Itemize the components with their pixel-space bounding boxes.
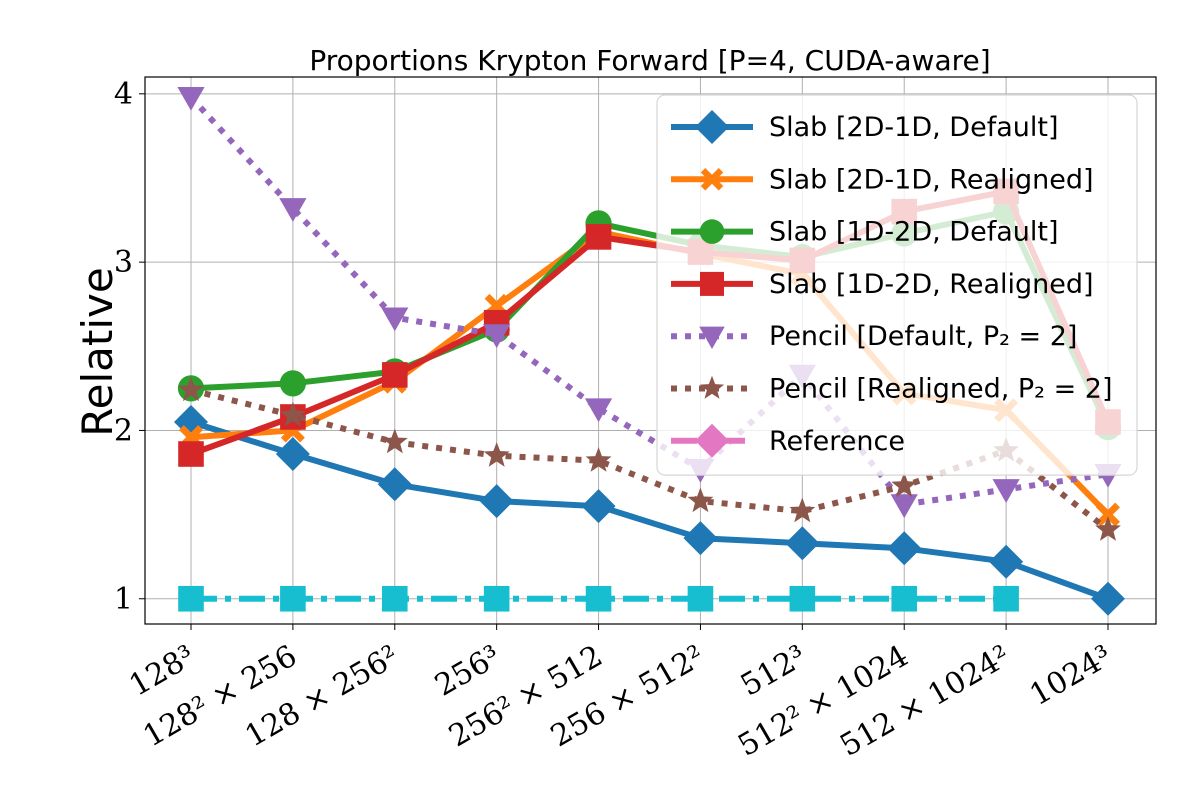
legend-label: Pencil [Default, P₂ = 2] (769, 321, 1077, 352)
data-point-triangle (483, 324, 511, 349)
data-point-diamond (581, 489, 616, 524)
legend-item: Pencil [Realigned, P₂ = 2] (671, 374, 1113, 405)
legend-item: Slab [2D-1D, Realigned] (671, 164, 1094, 195)
series-line (188, 95, 1109, 508)
y-tick-label: 4 (114, 77, 133, 112)
data-point-square (178, 441, 204, 467)
data-point-star (381, 428, 408, 454)
series-line (190, 419, 1110, 602)
data-point-diamond (785, 526, 820, 561)
data-point-triangle (699, 326, 725, 349)
legend-label: Slab [1D-2D, Realigned] (769, 269, 1094, 300)
data-point-diamond (989, 544, 1024, 579)
data-point-x (700, 168, 724, 191)
data-point-square (891, 585, 918, 612)
data-point-diamond (1091, 581, 1125, 616)
legend-label: Slab [2D-1D, Default] (769, 112, 1058, 143)
data-point-star (585, 447, 612, 472)
data-point-star (789, 497, 816, 523)
data-point-star (483, 442, 510, 467)
data-point-triangle (279, 198, 307, 222)
y-axis-label: Relative (73, 267, 122, 436)
data-point-star (178, 376, 204, 402)
legend-item: Slab [1D-2D, Realigned] (671, 269, 1094, 300)
data-point-star (687, 487, 714, 513)
legend-label: Slab [1D-2D, Default] (769, 217, 1058, 248)
y-tick-label: 3 (114, 245, 133, 280)
data-point-square (178, 585, 204, 612)
y-tick-label: 2 (114, 413, 133, 448)
data-point-square (381, 585, 408, 612)
legend-label: Slab [2D-1D, Realigned] (769, 164, 1094, 195)
legend-item: Slab [1D-2D, Default] (671, 217, 1058, 248)
plot-frame (144, 76, 1157, 625)
data-point-star (280, 401, 306, 427)
series-pencil-default-p-2 (177, 86, 1122, 519)
data-point-square (585, 585, 612, 612)
y-tick-label: 1 (114, 582, 133, 617)
data-point-square (993, 585, 1019, 612)
data-point-star (699, 375, 725, 399)
data-point-diamond (275, 437, 310, 472)
legend-label: Pencil [Realigned, P₂ = 2] (769, 374, 1113, 405)
data-point-triangle (890, 494, 918, 519)
data-point-square (789, 585, 816, 612)
data-point-triangle (177, 86, 205, 111)
data-point-diamond (377, 467, 412, 502)
series-slab-2d-1d-default (174, 405, 1125, 616)
legend-item: Slab [2D-1D, Default] (671, 110, 1058, 144)
data-point-triangle (584, 398, 613, 423)
data-point-triangle (381, 307, 409, 332)
legend: Slab [2D-1D, Default] Slab [2D-1D, Realig… (656, 94, 1138, 476)
data-point-diamond (695, 110, 729, 144)
legend-item: Pencil [Default, P₂ = 2] (671, 321, 1077, 352)
data-point-diamond (695, 423, 729, 458)
data-point-star (1095, 516, 1121, 541)
data-point-diamond (479, 484, 514, 519)
data-point-square (687, 585, 714, 612)
data-point-triangle (992, 479, 1020, 503)
legend-label: Reference (769, 426, 905, 457)
data-point-diamond (683, 521, 718, 556)
series-baseline (178, 585, 1019, 612)
data-point-square (381, 362, 408, 388)
chart-title: Proportions Krypton Forward [P=4, CUDA-a… (309, 44, 990, 77)
legend-item: Reference (671, 423, 905, 458)
data-point-square (585, 224, 612, 250)
data-point-square (700, 271, 724, 296)
data-point-diamond (887, 531, 922, 566)
data-point-circle (279, 370, 307, 397)
data-point-star (891, 472, 918, 497)
legend-box (656, 94, 1138, 476)
data-point-square (483, 585, 510, 612)
data-point-circle (699, 219, 725, 244)
data-point-square (280, 585, 306, 612)
data-point-x (1096, 502, 1120, 527)
